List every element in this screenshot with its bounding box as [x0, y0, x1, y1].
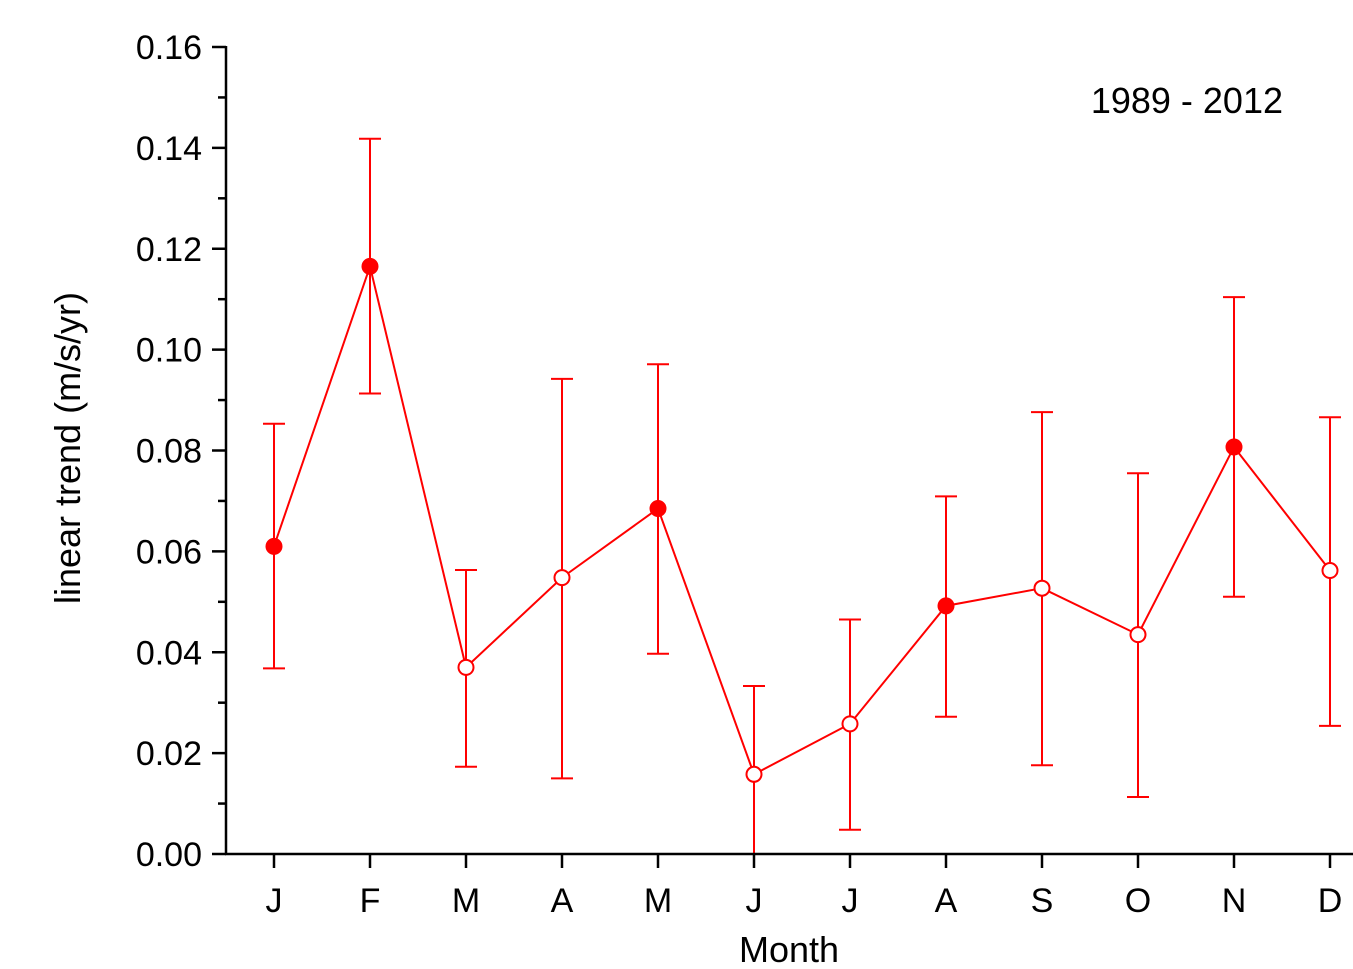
series-line	[273, 262, 1331, 776]
data-point-significant	[937, 597, 955, 615]
data-point-significant	[265, 537, 283, 555]
data-point	[1033, 579, 1051, 597]
x-tick-label: J	[842, 882, 859, 920]
labels-layer: 1989 - 2012 Month linear trend (m/s/yr) …	[47, 29, 1342, 969]
y-tick-label: 0.12	[136, 231, 202, 269]
axes-layer	[212, 45, 1353, 868]
x-tick-label: A	[551, 882, 574, 920]
data-point-significant	[361, 257, 379, 275]
data-point	[1321, 562, 1339, 580]
x-tick-label: M	[644, 882, 672, 920]
y-tick-label: 0.04	[136, 634, 202, 672]
x-tick-label: A	[935, 882, 958, 920]
x-tick-label: J	[746, 882, 763, 920]
x-tick-label: N	[1222, 882, 1247, 920]
data-point	[457, 658, 475, 676]
x-tick-label: S	[1031, 882, 1054, 920]
x-tick-label: J	[266, 882, 283, 920]
period-annotation: 1989 - 2012	[1091, 80, 1283, 121]
x-tick-label: D	[1318, 882, 1343, 920]
data-point	[553, 569, 571, 587]
data-point	[745, 765, 763, 783]
y-tick-label: 0.10	[136, 332, 202, 370]
y-tick-label: 0.08	[136, 433, 202, 471]
y-tick-label: 0.06	[136, 533, 202, 571]
y-axis-title: linear trend (m/s/yr)	[47, 292, 88, 604]
y-tick-label: 0.16	[136, 29, 202, 67]
y-tick-label: 0.14	[136, 130, 202, 168]
data-point-significant	[649, 500, 667, 518]
y-tick-label: 0.02	[136, 735, 202, 773]
x-tick-label: M	[452, 882, 480, 920]
x-axis-title: Month	[739, 929, 839, 969]
data-point	[841, 715, 859, 733]
y-tick-label: 0.00	[136, 836, 202, 874]
x-tick-label: O	[1125, 882, 1151, 920]
x-tick-label: F	[360, 882, 381, 920]
data-point	[1129, 626, 1147, 644]
data-point-significant	[1225, 438, 1243, 456]
series-layer	[263, 137, 1341, 854]
